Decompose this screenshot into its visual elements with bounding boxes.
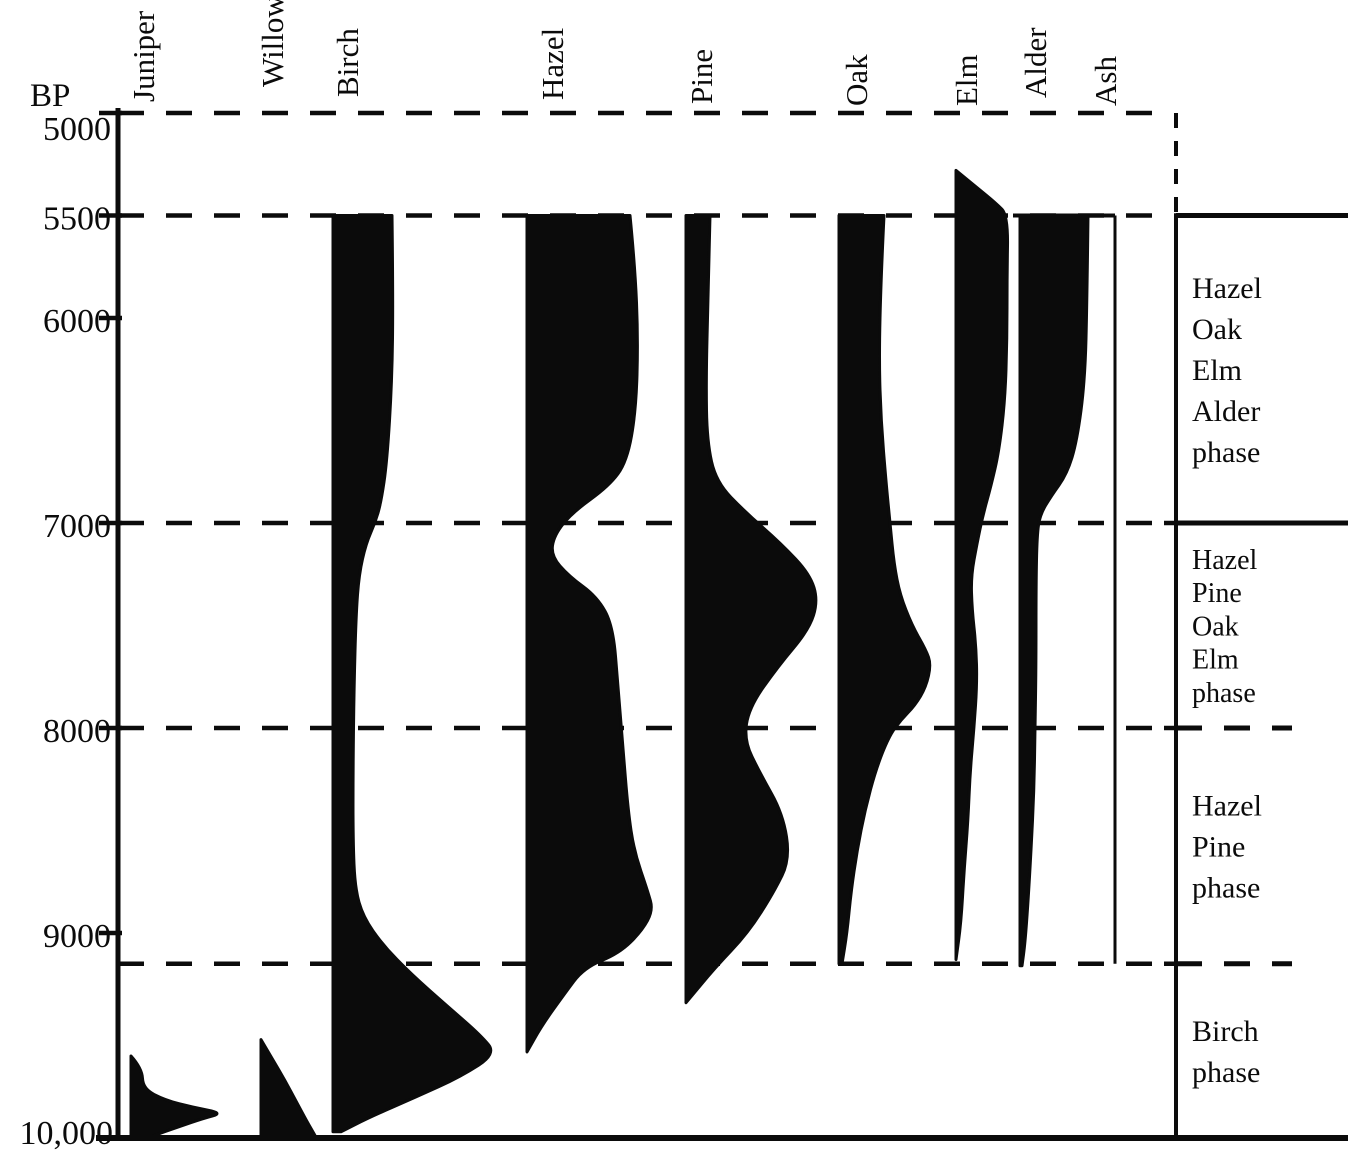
phase-label-2-line-0: Hazel <box>1192 789 1262 822</box>
tick-label-6000: 6000 <box>43 303 111 340</box>
species-label-ash: Ash <box>1088 56 1123 106</box>
phase-label-1-line-4: phase <box>1192 678 1256 709</box>
curve-alder <box>1018 214 1090 968</box>
curve-juniper <box>129 1054 219 1140</box>
curve-elm <box>954 168 1010 962</box>
phase-label-2-line-1: Pine <box>1192 830 1245 863</box>
tick-label-10000: 10,000 <box>20 1115 114 1151</box>
tick-label-5500: 5500 <box>43 201 111 238</box>
species-label-juniper: Juniper <box>126 10 161 102</box>
phase-label-0-line-2: Elm <box>1192 354 1242 387</box>
curve-willow <box>259 1038 317 1137</box>
phase-label-3-line-0: Birch <box>1192 1015 1259 1048</box>
phase-label-3-line-1: phase <box>1192 1056 1260 1089</box>
phase-label-0-line-3: Alder <box>1192 395 1260 428</box>
phase-label-1-line-0: Hazel <box>1192 545 1258 576</box>
curve-birch <box>331 214 493 1134</box>
species-label-oak: Oak <box>839 54 874 106</box>
phase-label-0-line-0: Hazel <box>1192 272 1262 305</box>
phase-label-0-line-4: phase <box>1192 436 1260 469</box>
species-label-alder: Alder <box>1018 27 1053 98</box>
species-label-elm: Elm <box>949 54 984 106</box>
y-axis-unit-label: BP <box>30 78 70 114</box>
species-label-pine: Pine <box>684 49 719 104</box>
species-label-hazel: Hazel <box>535 28 570 100</box>
phase-label-0-line-1: Oak <box>1192 313 1242 346</box>
tick-label-9000: 9000 <box>43 918 111 955</box>
curve-pine <box>684 214 818 1005</box>
phase-label-1-line-1: Pine <box>1192 578 1242 609</box>
species-label-willow: Willow <box>255 0 290 87</box>
tick-label-5000: 5000 <box>43 111 111 148</box>
curve-oak <box>837 214 932 966</box>
tick-label-7000: 7000 <box>43 508 111 545</box>
phase-label-1-line-2: Oak <box>1192 611 1239 642</box>
phase-label-2-line-2: phase <box>1192 871 1260 904</box>
tick-label-8000: 8000 <box>43 713 111 750</box>
curve-hazel <box>525 214 653 1054</box>
species-label-birch: Birch <box>330 28 365 97</box>
phase-label-1-line-3: Elm <box>1192 645 1239 676</box>
